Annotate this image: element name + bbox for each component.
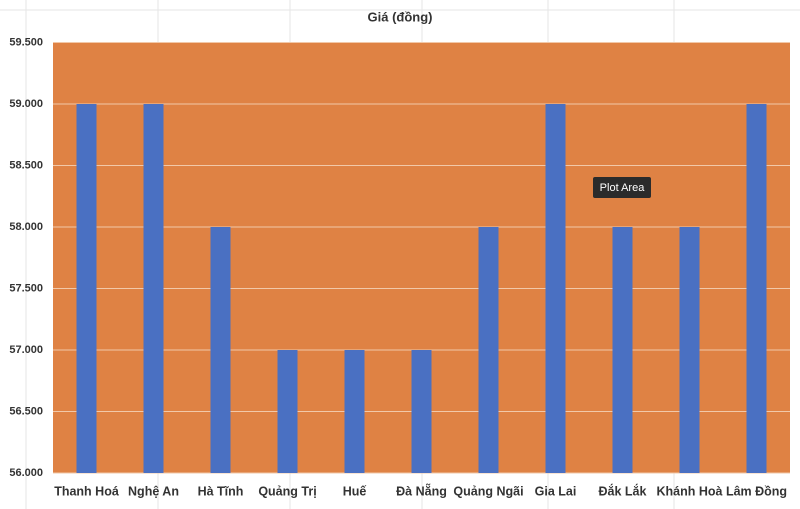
bar	[143, 104, 164, 473]
x-tick-label: Gia Lai	[535, 484, 577, 498]
y-tick-label: 57.000	[9, 344, 43, 356]
bar	[344, 350, 365, 473]
x-tick-label: Nghệ An	[128, 484, 179, 498]
tooltip-box	[593, 177, 651, 198]
bar	[411, 350, 432, 473]
bar	[746, 104, 767, 473]
x-tick-label: Thanh Hoá	[54, 484, 119, 498]
x-tick-label: Khánh Hoà	[657, 484, 723, 498]
y-tick-label: 57.500	[9, 282, 43, 294]
bar	[210, 227, 231, 473]
x-tick-label: Quảng Ngãi	[453, 484, 523, 498]
x-tick-label: Quảng Trị	[258, 484, 316, 498]
bar	[277, 350, 298, 473]
x-tick-label: Đắk Lắk	[599, 483, 647, 498]
y-tick-label: 59.000	[9, 98, 43, 110]
chart-title: Giá (đồng)	[368, 9, 433, 24]
bar	[478, 227, 499, 473]
x-tick-label: Lâm Đồng	[726, 484, 787, 498]
y-tick-label: 59.500	[9, 36, 43, 48]
y-tick-label: 58.500	[9, 159, 43, 171]
bar	[612, 227, 633, 473]
y-tick-label: 58.000	[9, 221, 43, 233]
tooltip: Plot Area	[600, 182, 646, 194]
x-tick-label: Huế	[343, 484, 367, 498]
bar	[545, 104, 566, 473]
y-tick-label: 56.000	[9, 467, 43, 479]
x-tick-label: Hà Tĩnh	[198, 484, 244, 498]
x-tick-label: Đà Nẵng	[396, 483, 447, 498]
bar	[679, 227, 700, 473]
bar	[76, 104, 97, 473]
y-tick-label: 56.500	[9, 405, 43, 417]
